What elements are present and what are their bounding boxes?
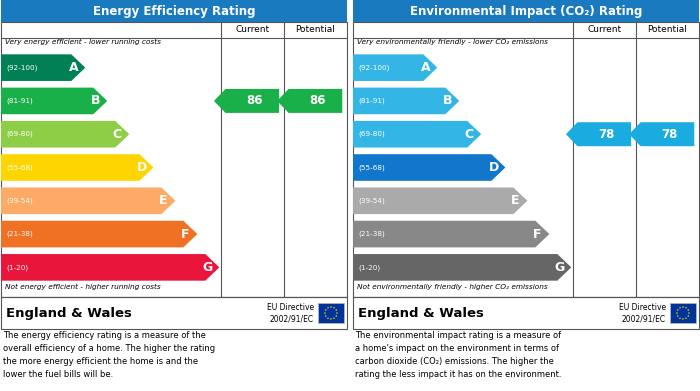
Text: B: B [90,95,100,108]
Text: Energy Efficiency Rating: Energy Efficiency Rating [92,5,256,18]
Polygon shape [324,312,326,314]
Text: (69-80): (69-80) [358,131,385,138]
Text: 86: 86 [246,95,262,108]
Polygon shape [682,306,684,308]
Text: B: B [442,95,452,108]
Polygon shape [335,315,337,317]
Text: (92-100): (92-100) [6,65,37,71]
Text: (92-100): (92-100) [358,65,389,71]
Text: 86: 86 [309,95,326,108]
Bar [353,0,699,22]
Bar [1,297,347,329]
Polygon shape [629,122,694,146]
Text: (21-38): (21-38) [6,231,33,237]
Text: (1-20): (1-20) [358,264,380,271]
Polygon shape [353,221,550,248]
Polygon shape [1,88,107,114]
Text: The energy efficiency rating is a measure of the
overall efficiency of a home. T: The energy efficiency rating is a measur… [3,331,215,378]
Text: E: E [159,194,168,207]
Text: Very energy efficient - lower running costs: Very energy efficient - lower running co… [5,39,161,45]
Text: (39-54): (39-54) [358,197,385,204]
Text: G: G [554,261,565,274]
Text: Current: Current [235,25,270,34]
Polygon shape [1,121,130,147]
Polygon shape [325,315,327,317]
Polygon shape [676,312,678,314]
Text: Potential: Potential [295,25,335,34]
Polygon shape [214,89,279,113]
Text: Not environmentally friendly - higher CO₂ emissions: Not environmentally friendly - higher CO… [357,284,547,290]
Text: 78: 78 [598,128,614,141]
Bar [1,0,347,22]
Polygon shape [688,312,690,314]
Bar [353,297,699,329]
Text: The environmental impact rating is a measure of
a home's impact on the environme: The environmental impact rating is a mea… [355,331,561,378]
Text: (81-91): (81-91) [358,98,385,104]
Polygon shape [353,254,571,281]
Text: England & Wales: England & Wales [6,307,132,319]
Polygon shape [679,307,681,309]
Text: E: E [511,194,519,207]
Bar [670,303,696,323]
Text: F: F [181,228,190,240]
Polygon shape [682,318,684,320]
Polygon shape [1,154,153,181]
Text: (55-68): (55-68) [358,164,385,171]
Text: (21-38): (21-38) [358,231,385,237]
Text: (69-80): (69-80) [6,131,33,138]
Text: (39-54): (39-54) [6,197,33,204]
Polygon shape [687,315,690,317]
Bar [318,303,344,323]
Polygon shape [679,317,681,319]
Text: 78: 78 [661,128,678,141]
Polygon shape [1,187,176,214]
Polygon shape [277,89,342,113]
Polygon shape [677,315,679,317]
Text: Current: Current [587,25,622,34]
Bar [1,22,347,297]
Text: EU Directive
2002/91/EC: EU Directive 2002/91/EC [267,303,314,323]
Polygon shape [1,54,85,81]
Polygon shape [327,307,329,309]
Polygon shape [566,122,631,146]
Text: England & Wales: England & Wales [358,307,484,319]
Polygon shape [685,307,687,309]
Text: Potential: Potential [648,25,687,34]
Polygon shape [327,317,329,319]
Polygon shape [353,88,459,114]
Polygon shape [335,309,337,311]
Polygon shape [325,309,327,311]
Text: Not energy efficient - higher running costs: Not energy efficient - higher running co… [5,284,161,290]
Polygon shape [336,312,338,314]
Text: (1-20): (1-20) [6,264,28,271]
Polygon shape [685,317,687,319]
Text: A: A [69,61,78,74]
Polygon shape [1,221,197,248]
Text: EU Directive
2002/91/EC: EU Directive 2002/91/EC [619,303,666,323]
Text: D: D [489,161,498,174]
Text: Very environmentally friendly - lower CO₂ emissions: Very environmentally friendly - lower CO… [357,39,548,45]
Bar [353,22,699,297]
Polygon shape [353,54,438,81]
Polygon shape [333,307,335,309]
Text: G: G [202,261,213,274]
Polygon shape [353,121,481,147]
Text: (81-91): (81-91) [6,98,33,104]
Text: C: C [465,128,474,141]
Text: F: F [533,228,542,240]
Polygon shape [333,317,335,319]
Polygon shape [330,306,332,308]
Polygon shape [677,309,679,311]
Text: C: C [113,128,122,141]
Polygon shape [687,309,689,311]
Polygon shape [353,187,527,214]
Polygon shape [353,154,505,181]
Polygon shape [330,318,332,320]
Text: A: A [421,61,430,74]
Text: D: D [136,161,146,174]
Polygon shape [1,254,219,281]
Text: Environmental Impact (CO₂) Rating: Environmental Impact (CO₂) Rating [410,5,642,18]
Text: (55-68): (55-68) [6,164,33,171]
